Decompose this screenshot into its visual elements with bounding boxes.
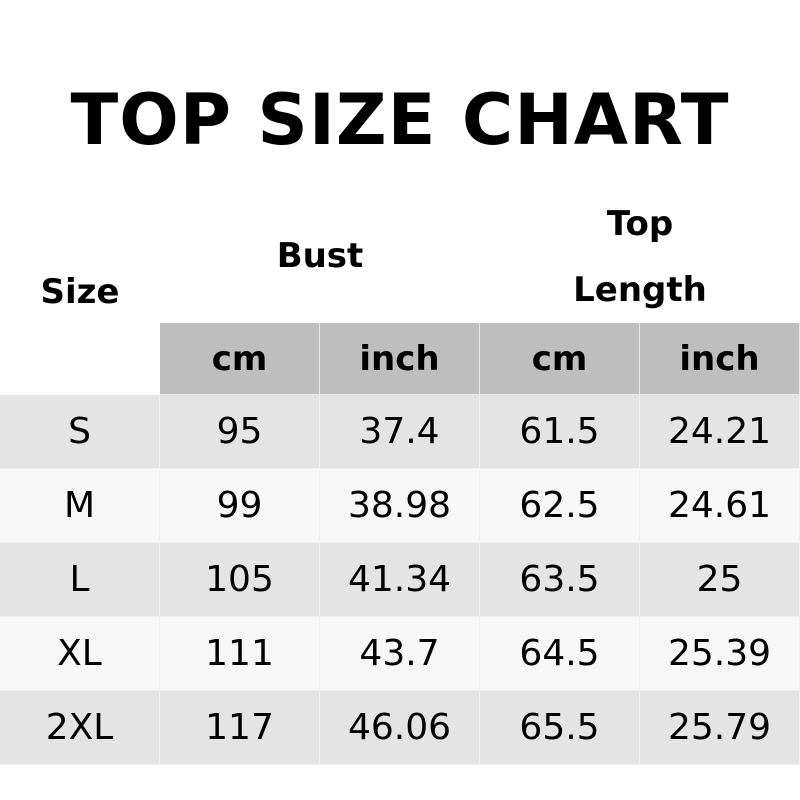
unit-header: inch [640,323,800,395]
value-cell: 46.06 [320,691,480,765]
blank-cell [0,323,160,395]
value-cell: 99 [160,469,320,543]
value-cell: 25.79 [640,691,800,765]
size-cell: L [0,543,160,617]
size-cell: M [0,469,160,543]
unit-header-row: cm inch cm inch [0,323,800,395]
size-header: Size [40,272,120,312]
table-row: XL 111 43.7 64.5 25.39 [0,617,800,691]
value-cell: 24.21 [640,395,800,469]
value-cell: 25.39 [640,617,800,691]
value-cell: 43.7 [320,617,480,691]
size-cell: XL [0,617,160,691]
top-length-header-line2: Length [573,270,707,310]
size-cell: S [0,395,160,469]
top-length-header-line1: Top [606,204,674,244]
value-cell: 117 [160,691,320,765]
value-cell: 63.5 [480,543,640,617]
unit-header: cm [160,323,320,395]
table-row: M 99 38.98 62.5 24.61 [0,469,800,543]
value-cell: 61.5 [480,395,640,469]
size-cell: 2XL [0,691,160,765]
value-cell: 105 [160,543,320,617]
unit-header: inch [320,323,480,395]
table-row: L 105 41.34 63.5 25 [0,543,800,617]
value-cell: 65.5 [480,691,640,765]
table-row: 2XL 117 46.06 65.5 25.79 [0,691,800,765]
value-cell: 41.34 [320,543,480,617]
value-cell: 38.98 [320,469,480,543]
value-cell: 24.61 [640,469,800,543]
size-table: cm inch cm inch S 95 37.4 61.5 24.21 M 99 38.98… [0,323,800,765]
value-cell: 62.5 [480,469,640,543]
value-cell: 64.5 [480,617,640,691]
unit-header: cm [480,323,640,395]
value-cell: 37.4 [320,395,480,469]
value-cell: 25 [640,543,800,617]
table-row: S 95 37.4 61.5 24.21 [0,395,800,469]
value-cell: 95 [160,395,320,469]
bust-header: Bust [276,236,364,276]
page-title: TOP SIZE CHART [70,79,730,161]
value-cell: 111 [160,617,320,691]
